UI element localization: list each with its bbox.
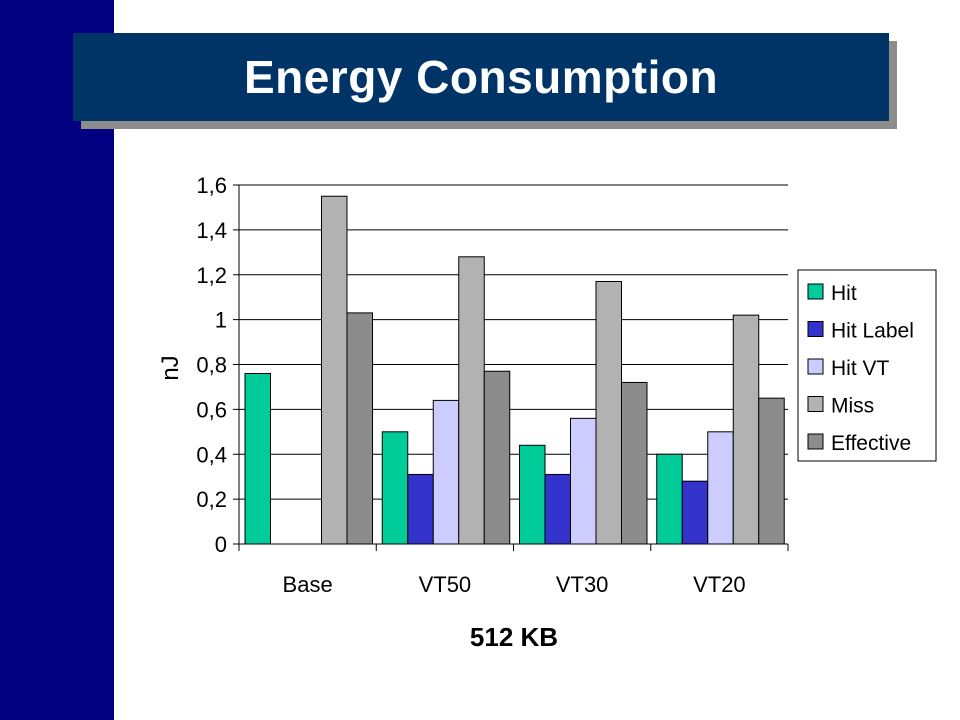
y-tick-label: 1,2	[196, 263, 227, 288]
legend-swatch	[807, 433, 824, 450]
legend-label: Hit VT	[831, 357, 890, 380]
y-tick-label: 0,4	[196, 442, 227, 467]
slide-title: Energy Consumption	[243, 51, 719, 103]
x-axis-label: 512 KB	[470, 622, 558, 652]
bar-hit-label	[544, 473, 571, 545]
x-tick-label: Base	[283, 572, 333, 597]
y-tick-label: 0,8	[196, 353, 227, 378]
bar-hit	[381, 431, 409, 545]
legend-swatch	[807, 283, 824, 300]
y-tick-label: 1	[215, 308, 227, 333]
legend-swatch	[807, 358, 824, 375]
bar-hit-label	[681, 480, 709, 545]
y-tick-label: 1,4	[196, 218, 227, 243]
legend: Hit Hit Label Hit VT Miss Effective	[797, 269, 937, 462]
axes: 0 0,2 0,4 0,6 0,8 1 1,2 1,4 1,6 Base VT50 VT30 VT20	[196, 173, 789, 597]
x-tick-label: VT30	[556, 572, 609, 597]
x-tick-label: VT20	[693, 572, 746, 597]
legend-label: Hit	[831, 282, 857, 305]
legend-label: Miss	[831, 395, 874, 418]
bar-hit-label	[407, 473, 434, 545]
legend-swatch	[807, 321, 824, 337]
legend-swatch	[807, 396, 824, 412]
x-tick-label: VT50	[419, 572, 472, 597]
bar-hit-vt	[707, 431, 734, 545]
bar-hit	[656, 453, 683, 545]
legend-label: Effective	[831, 432, 911, 455]
bar-hit-vt	[570, 417, 597, 545]
y-axis-label: nJ	[157, 355, 184, 380]
bar-hit-vt	[432, 399, 460, 545]
bar-effective	[621, 381, 648, 545]
bar-miss	[732, 314, 760, 545]
bars	[244, 195, 785, 545]
bar-effective	[346, 312, 373, 545]
bar-effective	[483, 370, 511, 545]
legend-label: Hit Label	[831, 320, 914, 343]
y-tick-label: 0,6	[196, 397, 227, 422]
bar-hit	[244, 372, 271, 545]
bar-miss	[458, 256, 485, 545]
y-tick-label: 0	[215, 532, 227, 557]
bar-hit	[519, 444, 546, 545]
bar-miss	[321, 195, 348, 545]
y-tick-label: 1,6	[196, 173, 227, 198]
bar-effective	[758, 397, 785, 545]
title-banner: Energy Consumption	[73, 33, 889, 121]
y-tick-label: 0,2	[196, 487, 227, 512]
bar-miss	[595, 280, 622, 545]
